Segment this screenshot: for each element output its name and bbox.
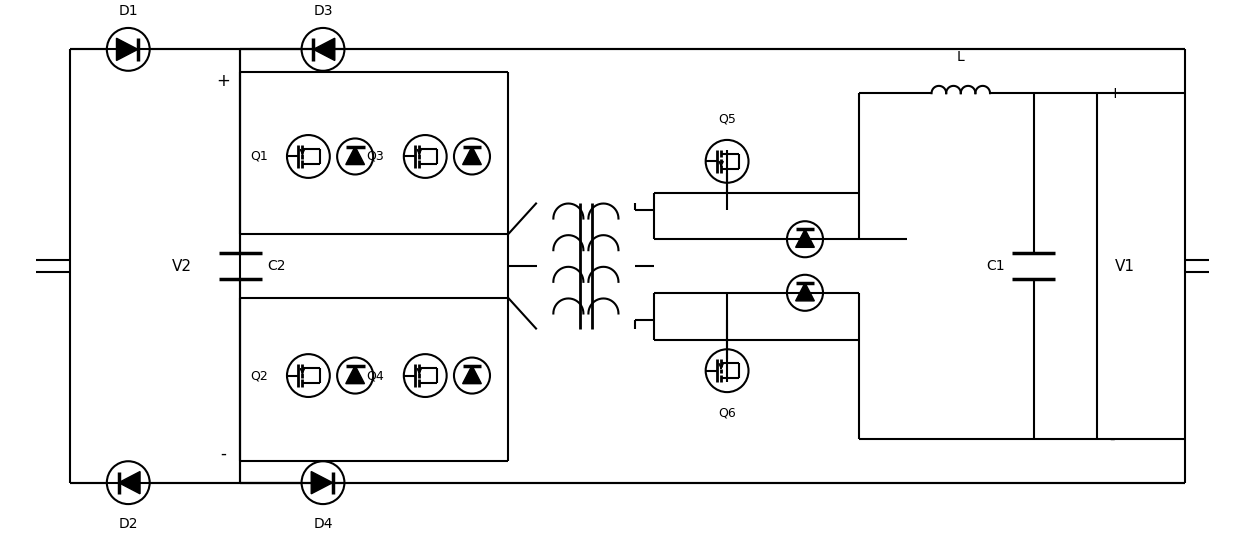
Text: V2: V2 (172, 259, 192, 273)
Text: D3: D3 (313, 4, 333, 18)
Text: Q3: Q3 (367, 150, 384, 163)
Polygon shape (462, 365, 481, 384)
Text: -: - (1109, 431, 1114, 446)
Text: -: - (219, 445, 225, 462)
Text: Q4: Q4 (367, 369, 384, 382)
Text: Q2: Q2 (250, 369, 268, 382)
Text: D2: D2 (119, 517, 138, 531)
Polygon shape (119, 472, 140, 494)
Polygon shape (313, 38, 335, 60)
Polygon shape (311, 472, 332, 494)
Text: Q5: Q5 (719, 112, 736, 125)
Text: L: L (957, 50, 965, 64)
Text: +: + (216, 72, 229, 89)
Text: Q1: Q1 (250, 150, 268, 163)
Text: C2: C2 (268, 259, 286, 273)
Polygon shape (116, 38, 138, 60)
Text: +: + (1109, 86, 1121, 101)
Polygon shape (795, 283, 814, 301)
Polygon shape (795, 229, 814, 247)
Polygon shape (462, 147, 481, 164)
Polygon shape (346, 365, 364, 384)
Text: D4: D4 (313, 517, 333, 531)
Polygon shape (346, 147, 364, 164)
Text: C1: C1 (986, 259, 1005, 273)
Text: Q6: Q6 (719, 407, 736, 420)
Text: V1: V1 (1115, 259, 1135, 273)
Text: D1: D1 (119, 4, 138, 18)
